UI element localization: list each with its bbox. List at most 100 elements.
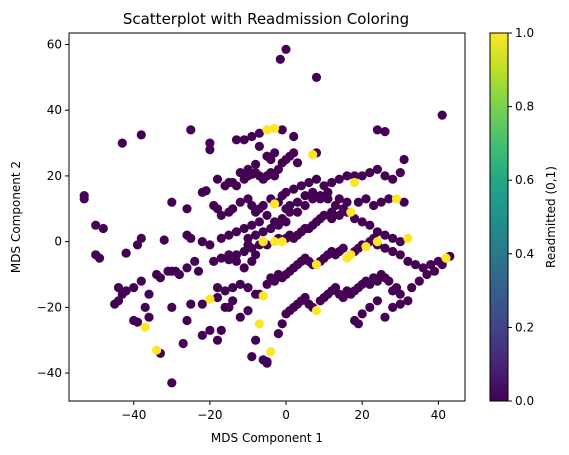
data-point — [312, 73, 321, 82]
colorbar-tick-label: 0.2 — [515, 320, 534, 334]
y-tick-label: −20 — [37, 300, 62, 314]
data-point — [141, 303, 150, 312]
data-point — [205, 240, 214, 249]
data-point — [137, 277, 146, 286]
data-point — [129, 283, 138, 292]
data-point — [144, 313, 153, 322]
data-point — [144, 290, 153, 299]
data-point — [335, 194, 344, 203]
data-point — [224, 303, 233, 312]
data-point — [323, 188, 332, 197]
data-point — [365, 221, 374, 230]
x-axis-label: MDS Component 1 — [211, 431, 323, 445]
data-point — [312, 306, 321, 315]
data-point — [430, 267, 439, 276]
data-point — [160, 235, 169, 244]
data-point — [278, 125, 287, 134]
data-point — [194, 267, 203, 276]
data-point — [396, 250, 405, 259]
data-point — [213, 336, 222, 345]
data-point — [186, 300, 195, 309]
data-point — [270, 199, 279, 208]
data-point — [167, 378, 176, 387]
data-point — [156, 273, 165, 282]
data-point — [281, 217, 290, 226]
data-point — [373, 237, 382, 246]
data-point — [346, 250, 355, 259]
data-point — [186, 125, 195, 134]
data-point — [361, 194, 370, 203]
data-point — [182, 316, 191, 325]
data-point — [221, 181, 230, 190]
data-point — [388, 175, 397, 184]
data-point — [137, 130, 146, 139]
data-point — [224, 250, 233, 259]
data-point — [202, 186, 211, 195]
data-points — [80, 45, 455, 388]
data-point — [289, 132, 298, 141]
data-point — [255, 217, 264, 226]
data-point — [259, 237, 268, 246]
colorbar-label: Readmitted (0,1) — [544, 166, 558, 268]
data-point — [339, 244, 348, 253]
data-point — [293, 208, 302, 217]
data-point — [403, 296, 412, 305]
x-tick-label: 20 — [355, 408, 370, 422]
colorbar-ticks: 0.0 0.2 0.4 0.6 0.8 1.0 — [508, 26, 534, 408]
data-point — [289, 148, 298, 157]
data-point — [232, 257, 241, 266]
data-point — [301, 201, 310, 210]
data-point — [274, 329, 283, 338]
data-point — [262, 357, 271, 366]
data-point — [163, 267, 172, 276]
data-point — [358, 309, 367, 318]
data-point — [251, 250, 260, 259]
data-point — [243, 306, 252, 315]
y-axis-ticks: −40−200204060 — [37, 38, 69, 381]
data-point — [392, 194, 401, 203]
data-point — [205, 326, 214, 335]
data-point — [228, 204, 237, 213]
data-point — [354, 319, 363, 328]
data-point — [182, 204, 191, 213]
data-point — [384, 277, 393, 286]
data-point — [373, 296, 382, 305]
x-tick-label: 40 — [431, 408, 446, 422]
data-point — [99, 224, 108, 233]
data-point — [167, 303, 176, 312]
data-point — [205, 295, 214, 304]
data-point — [415, 277, 424, 286]
y-axis-label: MDS Component 2 — [9, 161, 23, 273]
data-point — [259, 201, 268, 210]
data-point — [293, 158, 302, 167]
data-point — [236, 313, 245, 322]
data-point — [361, 242, 370, 251]
colorbar-tick-label: 0.0 — [515, 394, 534, 408]
chart-title: Scatterplot with Readmission Coloring — [123, 10, 409, 28]
data-point — [403, 234, 412, 243]
data-point — [380, 127, 389, 136]
data-point — [198, 300, 207, 309]
colorbar-tick-label: 0.4 — [515, 247, 534, 261]
data-point — [396, 290, 405, 299]
data-point — [266, 347, 275, 356]
data-point — [110, 300, 119, 309]
data-point — [373, 125, 382, 134]
y-tick-label: 0 — [54, 235, 62, 249]
data-point — [380, 313, 389, 322]
data-point — [316, 194, 325, 203]
data-point — [308, 150, 317, 159]
data-point — [278, 319, 287, 328]
data-point — [133, 240, 142, 249]
data-point — [278, 237, 287, 246]
data-point — [205, 145, 214, 154]
data-point — [243, 283, 252, 292]
data-point — [373, 165, 382, 174]
data-point — [80, 194, 89, 203]
data-point — [190, 257, 199, 266]
colorbar-tick-label: 0.6 — [515, 173, 534, 187]
data-point — [179, 339, 188, 348]
colorbar-tick-label: 0.8 — [515, 100, 534, 114]
data-point — [312, 175, 321, 184]
